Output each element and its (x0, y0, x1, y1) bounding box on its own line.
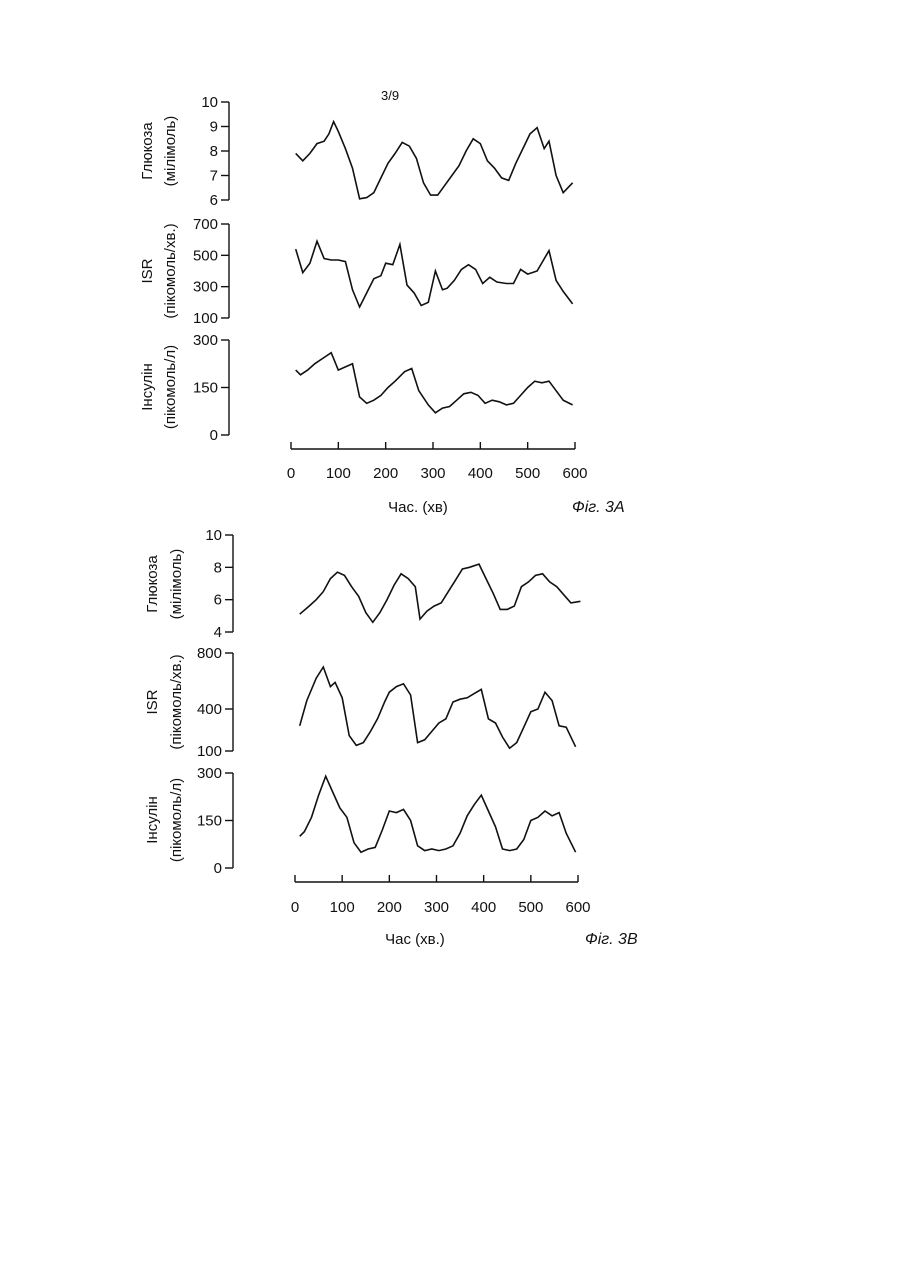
y-axis-label: Глюкоза (139, 122, 156, 180)
y-tick-label: 8 (210, 143, 218, 160)
x-tick-label: 400 (471, 899, 496, 916)
x-tick-label: 500 (515, 465, 540, 482)
y-axis-label-units: (пікомоль/л) (168, 778, 185, 862)
y-tick-label: 6 (214, 592, 222, 609)
y-tick-label: 100 (193, 310, 218, 327)
y-axis-label: ISR (139, 258, 156, 283)
panel-2: 100 400 800 ISR (пікомоль/хв.) (144, 645, 576, 760)
x-tick-label: 100 (326, 465, 351, 482)
x-tick-label: 300 (424, 899, 449, 916)
series-line (296, 353, 573, 413)
y-tick-label: 500 (193, 247, 218, 264)
y-axis-label-units: (пікомоль/хв.) (168, 654, 185, 749)
panel-1: 4 6 8 10 Глюкоза (мілімоль) (144, 527, 580, 641)
x-tick-label: 200 (377, 899, 402, 916)
panel-2: 100 300 500 700 ISR (пікомоль/хв.) (139, 216, 573, 327)
panel-1: 6 7 8 9 10 Глюкоза (мілімоль) (139, 94, 573, 209)
y-tick-label: 800 (197, 645, 222, 662)
x-axis-label: Час (хв.) (385, 931, 445, 948)
y-tick-label: 150 (197, 813, 222, 830)
y-tick-label: 150 (193, 380, 218, 397)
y-axis-label-units: (мілімоль) (162, 116, 179, 187)
y-tick-label: 700 (193, 216, 218, 233)
figure-1: 0100200300400500600Час. (хв)Фіг. 3А67891… (139, 94, 625, 516)
y-tick-label: 7 (210, 168, 218, 185)
x-tick-label: 300 (420, 465, 445, 482)
x-axis-label: Час. (хв) (388, 499, 448, 516)
x-tick-label: 0 (287, 465, 295, 482)
x-tick-label: 100 (330, 899, 355, 916)
series-line (300, 776, 576, 852)
y-tick-label: 300 (197, 765, 222, 782)
figure-2: 0100200300400500600Час (хв.)Фіг. 3В46810… (144, 527, 638, 948)
series-line (300, 667, 576, 748)
y-axis-label-units: (пікомоль/л) (162, 345, 179, 429)
series-line (296, 241, 573, 307)
y-tick-label: 400 (197, 701, 222, 718)
x-tick-label: 200 (373, 465, 398, 482)
y-tick-label: 10 (205, 527, 222, 544)
x-tick-label: 600 (565, 899, 590, 916)
figure-caption: Фіг. 3В (585, 931, 638, 948)
series-line (300, 564, 581, 622)
x-tick-label: 500 (518, 899, 543, 916)
x-tick-label: 0 (291, 899, 299, 916)
y-tick-label: 0 (214, 860, 222, 877)
panel-3: 0 150 300 Інсулін (пікомоль/л) (144, 765, 576, 877)
y-tick-label: 10 (201, 94, 218, 111)
y-tick-label: 4 (214, 624, 222, 641)
y-tick-label: 300 (193, 279, 218, 296)
y-tick-label: 100 (197, 743, 222, 760)
y-axis-label: Інсулін (139, 363, 156, 411)
y-axis-label: ISR (144, 689, 161, 714)
y-axis-label: Глюкоза (144, 555, 161, 613)
y-tick-label: 300 (193, 332, 218, 349)
y-tick-label: 6 (210, 192, 218, 209)
y-axis-label: Інсулін (144, 796, 161, 844)
figure-caption: Фіг. 3А (572, 499, 625, 516)
y-tick-label: 9 (210, 119, 218, 136)
x-tick-label: 400 (468, 465, 493, 482)
panel-3: 0 150 300 Інсулін (пікомоль/л) (139, 332, 573, 444)
x-tick-label: 600 (562, 465, 587, 482)
series-line (296, 122, 573, 199)
y-tick-label: 0 (210, 427, 218, 444)
y-tick-label: 8 (214, 559, 222, 576)
y-axis-label-units: (пікомоль/хв.) (162, 223, 179, 318)
y-axis-label-units: (мілімоль) (168, 549, 185, 620)
